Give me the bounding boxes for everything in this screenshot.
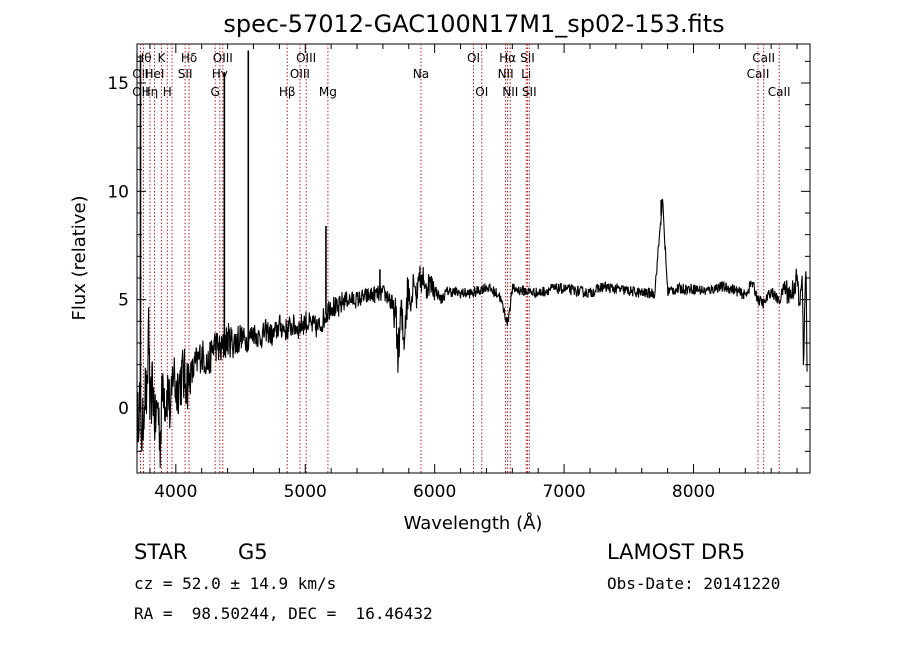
line-marker-label: Na xyxy=(413,67,429,81)
object-subclass: G5 xyxy=(238,540,268,564)
observation-date: Obs-Date: 20141220 xyxy=(607,574,781,593)
line-marker-label: OIII xyxy=(213,51,233,65)
line-marker-label: SII xyxy=(520,51,535,65)
line-marker-label: Hγ xyxy=(212,67,228,81)
chart-title: spec-57012-GAC100N17M1_sp02-153.fits xyxy=(223,10,724,38)
line-marker-label: SII xyxy=(522,85,537,99)
object-class: STAR xyxy=(134,540,188,564)
line-marker-label: NII xyxy=(498,67,514,81)
line-marker-label: SII xyxy=(178,67,193,81)
redshift-velocity: cz = 52.0 ± 14.9 km/s xyxy=(134,574,337,593)
line-marker-label: Li xyxy=(521,67,531,81)
x-tick-label: 4000 xyxy=(154,482,197,502)
spectrum-line xyxy=(136,198,808,468)
y-tick-label: 15 xyxy=(107,74,129,94)
line-marker-label: OI xyxy=(467,51,480,65)
line-marker-label: G xyxy=(211,85,220,99)
line-marker-label: OIII xyxy=(290,67,310,81)
line-marker-label: H xyxy=(163,85,172,99)
x-tick-label: 6000 xyxy=(413,482,456,502)
x-axis: 4000 5000 6000 7000 8000 xyxy=(149,44,798,502)
x-axis-label: Wavelength (Å) xyxy=(404,512,543,534)
y-tick-label: 5 xyxy=(118,291,129,311)
line-marker-label: Hα xyxy=(499,51,516,65)
x-tick-label: 8000 xyxy=(672,482,715,502)
line-marker-label: Hθ xyxy=(135,51,151,65)
y-tick-label: 0 xyxy=(118,399,129,419)
line-marker-label: Mg xyxy=(319,85,337,99)
line-marker-label: CaII xyxy=(752,51,775,65)
ra-dec-coordinates: RA = 98.50244, DEC = 16.46432 xyxy=(134,604,433,623)
survey-name: LAMOST DR5 xyxy=(607,540,746,564)
line-marker-label: Hδ xyxy=(181,51,197,65)
line-marker-label: OIII xyxy=(296,51,316,65)
line-marker-label: Hη xyxy=(142,85,159,99)
y-axis-label: Flux (relative) xyxy=(69,195,90,320)
y-axis: 0 5 10 15 xyxy=(107,60,810,452)
x-tick-label: 5000 xyxy=(284,482,327,502)
spectral-line-markers: OIIOIIHθHηHeIKHSIIHδGHγOIIIHβOIIIOIIIMgN… xyxy=(132,44,791,473)
x-tick-label: 7000 xyxy=(542,482,585,502)
line-marker-label: CaII xyxy=(768,85,791,99)
spectrum-series xyxy=(136,50,808,468)
line-marker-label: NII xyxy=(502,85,518,99)
line-marker-label: CaII xyxy=(747,67,770,81)
line-marker-label: OI xyxy=(475,85,488,99)
line-marker-label: K xyxy=(158,51,167,65)
line-marker-label: HeI xyxy=(144,67,164,81)
y-tick-label: 10 xyxy=(107,182,129,202)
line-marker-label: Hβ xyxy=(279,85,296,99)
